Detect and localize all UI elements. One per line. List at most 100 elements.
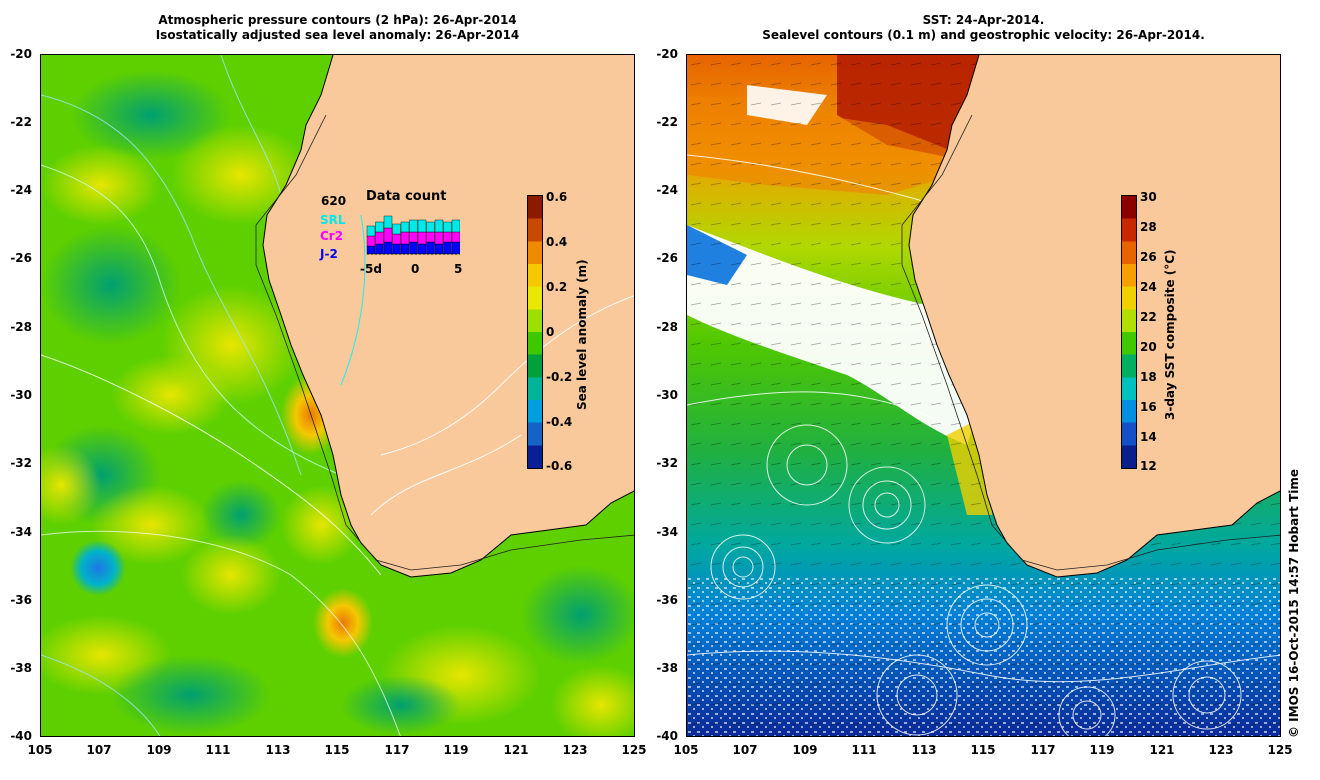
y-tick: -22 [10,115,32,129]
data-count-bar-segment [417,243,427,255]
data-count-bar-segment [426,221,435,233]
sst-colorbar-tick: 30 [1140,190,1157,204]
data-count-bar-segment [443,241,452,255]
y-tick: -24 [10,183,32,197]
legend-srl: SRL [320,213,346,227]
data-count-bar-segment [451,241,460,255]
left-title-line2: Isostatically adjusted sea level anomaly… [155,28,520,42]
x-tick: 107 [732,743,758,757]
sla-map-graphic [41,55,634,736]
sst-colorbar-tick: 16 [1140,400,1157,414]
y-tick: -40 [656,729,678,743]
data-count-bar-segment [443,231,452,243]
y-tick: -26 [10,251,32,265]
x-tick: 125 [621,743,647,757]
data-count-bar-segment [443,221,452,233]
x-tick: 125 [1267,743,1293,757]
y-tick: -26 [656,251,678,265]
x-tick: 109 [146,743,172,757]
x-tick: 115 [970,743,996,757]
left-title: Atmospheric pressure contours (2 hPa): 2… [40,13,635,43]
sst-colorbar-tick: 20 [1140,340,1157,354]
sla-colorbar-tick: -0.2 [546,370,573,384]
sst-colorbar-label: 3-day SST composite (°C) [1163,249,1177,420]
data-count-xtick: 5 [454,262,463,276]
legend-j2: J-2 [320,247,338,261]
x-tick: 113 [265,743,291,757]
right-title: SST: 24-Apr-2014. Sealevel contours (0.1… [686,13,1281,43]
y-tick: -28 [10,320,32,334]
y-tick: -36 [656,593,678,607]
sla-colorbar-tick: 0.4 [546,235,568,249]
x-tick: 109 [792,743,818,757]
y-tick: -38 [656,661,678,675]
sst-map [686,54,1281,737]
data-count-bar-segment [409,231,418,243]
sla-colorbar-label: Sea level anomaly (m) [575,259,589,410]
y-tick: -32 [10,456,32,470]
sst-colorbar-tick: 18 [1140,370,1157,384]
right-title-line2: Sealevel contours (0.1 m) and geostrophi… [762,28,1205,42]
data-count-bars [366,215,460,255]
data-count-bar-segment [409,241,418,255]
data-count-bar-segment [417,231,427,245]
y-tick: -34 [10,525,32,539]
legend-cr2: Cr2 [320,229,344,243]
data-count-bar-segment [409,219,418,233]
sla-colorbar-tick: 0.2 [546,280,568,294]
data-count-bar-segment [392,243,401,255]
right-title-line1: SST: 24-Apr-2014. [922,13,1045,27]
data-count-bar-segment [383,215,393,229]
y-tick: -30 [656,388,678,402]
data-count-bar-segment [375,221,384,233]
data-count-title: Data count [366,189,447,204]
data-count-bar-segment [366,245,376,255]
data-count-bar-segment [400,221,410,233]
data-count-xtick: -5d [360,262,382,276]
sst-colorbar [1121,195,1137,469]
data-count-bar-segment [392,233,401,245]
x-tick: 117 [1030,743,1056,757]
x-tick: 119 [1089,743,1115,757]
x-tick: 111 [851,743,877,757]
y-tick: -28 [656,320,678,334]
data-count-bar-segment [426,241,435,255]
data-count-xtick: 0 [411,262,420,276]
data-count-total: 620 [321,194,347,208]
data-count-bar-segment [451,231,460,243]
x-tick: 123 [1208,743,1234,757]
data-count-bar-segment [400,243,410,255]
sla-colorbar [527,195,543,469]
y-tick: -24 [656,183,678,197]
data-count-bar-segment [375,231,384,245]
data-count-bar-segment [426,231,435,243]
data-count-bar-segment [383,241,393,255]
data-count-bar-segment [383,227,393,243]
data-count-bar-segment [434,219,444,233]
sea-level-anomaly-map [40,54,635,737]
y-tick: -32 [656,456,678,470]
data-count-bar-segment [392,223,401,235]
sst-map-graphic [687,55,1280,736]
sst-colorbar-tick: 12 [1140,459,1157,473]
x-tick: 121 [1149,743,1175,757]
sla-colorbar-tick: 0.6 [546,190,568,204]
x-tick: 121 [503,743,529,757]
data-count-bar-segment [434,231,444,245]
y-tick: -20 [656,47,678,61]
x-tick: 105 [27,743,53,757]
data-count-bar-segment [451,219,460,233]
y-tick: -36 [10,593,32,607]
x-tick: 113 [911,743,937,757]
x-tick: 123 [562,743,588,757]
data-count-bar-segment [434,243,444,255]
sst-colorbar-tick: 28 [1140,220,1157,234]
data-count-bar-segment [366,225,376,237]
y-tick: -40 [10,729,32,743]
y-tick: -38 [10,661,32,675]
y-tick: -20 [10,47,32,61]
data-count-bar-segment [400,231,410,245]
sla-colorbar-tick: -0.4 [546,415,573,429]
sla-colorbar-tick: 0 [546,325,555,339]
data-count-bar-segment [417,219,427,233]
